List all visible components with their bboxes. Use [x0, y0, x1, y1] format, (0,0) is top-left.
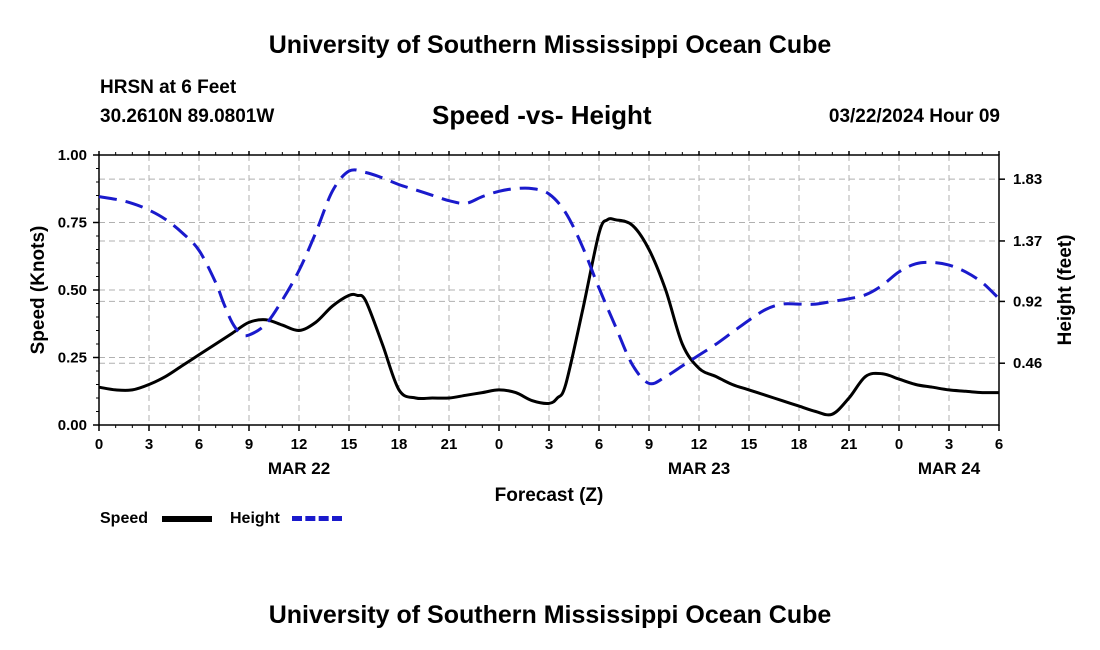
- y2-tick-label: 1.83: [1013, 171, 1042, 188]
- x-tick-label: 12: [291, 436, 308, 453]
- y-tick-label: 0.00: [58, 417, 87, 434]
- x-tick-label: 21: [441, 436, 458, 453]
- legend-speed-label: Speed: [100, 510, 149, 527]
- x-tick-label: 0: [95, 436, 103, 453]
- chart-subtitle: Speed -vs- Height: [432, 100, 652, 130]
- station-label: HRSN at 6 Feet: [100, 77, 237, 98]
- x-tick-label: 12: [691, 436, 708, 453]
- legend-height-swatch: [292, 516, 342, 521]
- forecast-datetime: 03/22/2024 Hour 09: [828, 106, 1000, 127]
- chart-title: University of Southern Mississippi Ocean…: [268, 31, 832, 59]
- legend-height-label: Height: [230, 510, 280, 527]
- chart-plot: 0 3 6 9 12 15 18 21 0 3 6 9 12 15 18 21 0 3 6 MAR 22 MAR 23 M…: [28, 147, 1076, 506]
- y2-tick-label: 1.37: [1013, 233, 1042, 250]
- y-tick-label: 0.50: [58, 282, 87, 299]
- x-tick-label: 6: [595, 436, 603, 453]
- x-tick-label: 0: [495, 436, 503, 453]
- x-tick-label: 18: [391, 436, 408, 453]
- y2-tick-label: 0.46: [1013, 355, 1042, 372]
- footer-title: University of Southern Mississippi Ocean…: [268, 601, 832, 629]
- date-label: MAR 23: [668, 459, 730, 478]
- date-label: MAR 22: [268, 459, 330, 478]
- x-tick-label: 18: [791, 436, 808, 453]
- x-tick-label: 3: [145, 436, 153, 453]
- x-tick-label: 0: [895, 436, 903, 453]
- grid-lines: [99, 155, 999, 425]
- x-tick-label: 9: [245, 436, 253, 453]
- axis-ticks: 0 3 6 9 12 15 18 21 0 3 6 9 12 15 18 21 0 3 6 MAR 22 MAR 23 M…: [58, 147, 1042, 478]
- x-tick-label: 9: [645, 436, 653, 453]
- x-tick-label: 15: [741, 436, 758, 453]
- x-tick-label: 3: [945, 436, 953, 453]
- y2-tick-label: 0.92: [1013, 293, 1042, 310]
- series-line-speed: [98, 217, 1000, 417]
- x-tick-label: 3: [545, 436, 553, 453]
- station-coords: 30.2610N 89.0801W: [100, 106, 275, 127]
- series-line-height: [98, 168, 1001, 386]
- date-label: MAR 24: [918, 459, 981, 478]
- legend-speed-swatch: [162, 516, 212, 522]
- y-tick-label: 0.75: [58, 215, 87, 232]
- x-tick-label: 15: [341, 436, 358, 453]
- data-series: [98, 168, 1001, 417]
- x-tick-label: 6: [995, 436, 1003, 453]
- y-tick-label: 0.25: [58, 350, 87, 367]
- y2-axis-label: Height (feet): [1055, 235, 1076, 346]
- y-tick-label: 1.00: [58, 147, 87, 164]
- y-axis-label: Speed (Knots): [28, 226, 49, 355]
- x-axis-label: Forecast (Z): [495, 485, 604, 506]
- x-tick-label: 21: [841, 436, 858, 453]
- x-tick-label: 6: [195, 436, 203, 453]
